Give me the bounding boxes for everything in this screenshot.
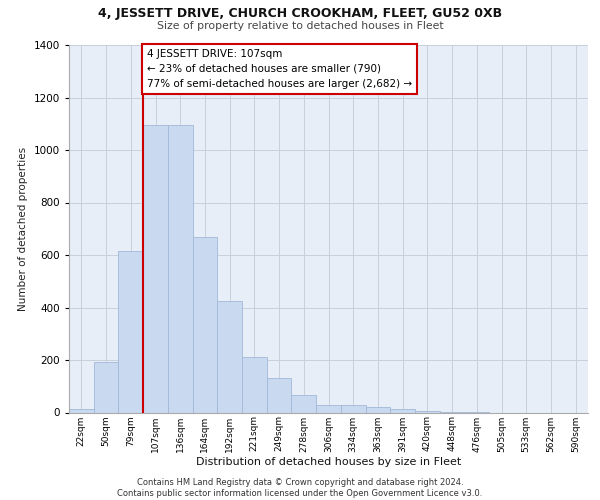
Bar: [415, 411, 440, 412]
Bar: [143, 125, 168, 412]
Y-axis label: Number of detached properties: Number of detached properties: [18, 146, 28, 311]
Bar: [94, 362, 118, 412]
Bar: [390, 410, 415, 412]
Bar: [242, 356, 267, 412]
Bar: [168, 125, 193, 412]
Bar: [69, 409, 94, 412]
Bar: [341, 406, 365, 412]
Bar: [193, 236, 217, 412]
Text: 4 JESSETT DRIVE: 107sqm
← 23% of detached houses are smaller (790)
77% of semi-d: 4 JESSETT DRIVE: 107sqm ← 23% of detache…: [147, 49, 412, 88]
Bar: [217, 301, 242, 412]
Bar: [316, 406, 341, 412]
X-axis label: Distribution of detached houses by size in Fleet: Distribution of detached houses by size …: [196, 457, 461, 467]
Bar: [365, 407, 390, 412]
Bar: [267, 378, 292, 412]
Text: Size of property relative to detached houses in Fleet: Size of property relative to detached ho…: [157, 21, 443, 31]
Bar: [118, 251, 143, 412]
Text: 4, JESSETT DRIVE, CHURCH CROOKHAM, FLEET, GU52 0XB: 4, JESSETT DRIVE, CHURCH CROOKHAM, FLEET…: [98, 8, 502, 20]
Bar: [292, 396, 316, 412]
Text: Contains HM Land Registry data © Crown copyright and database right 2024.
Contai: Contains HM Land Registry data © Crown c…: [118, 478, 482, 498]
